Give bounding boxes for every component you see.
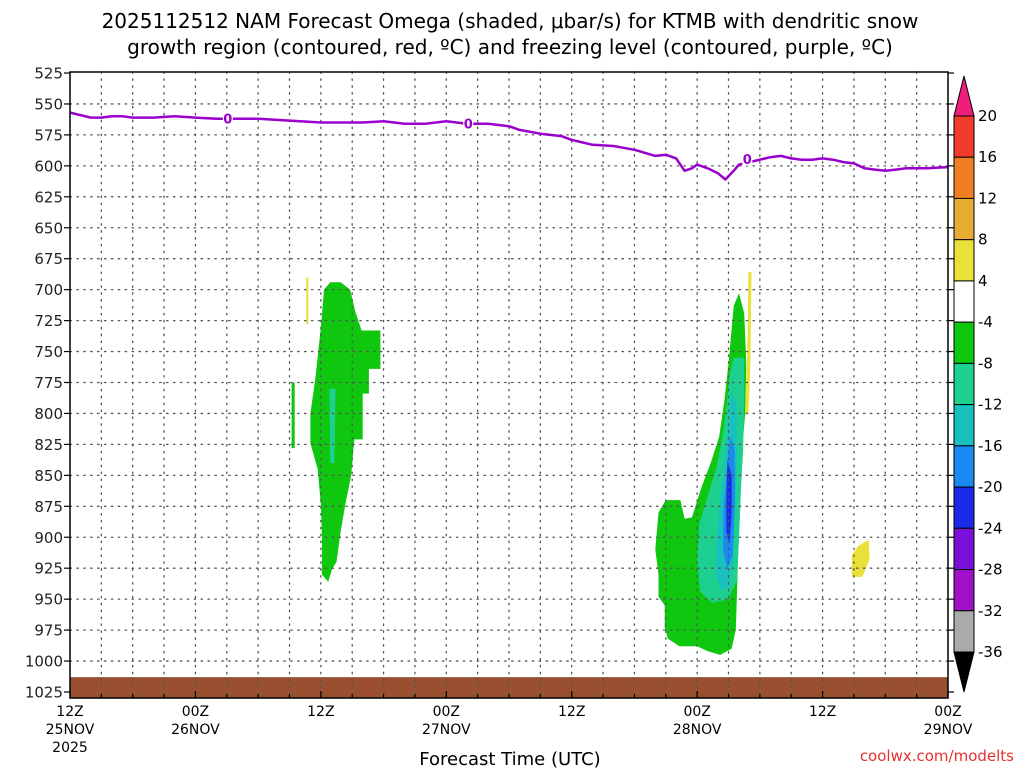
y-tick-label-575: 575	[34, 126, 63, 144]
omega-region-yellow-9	[745, 272, 752, 414]
colorbar-bin-9	[953, 445, 975, 488]
y-tick-label-675: 675	[34, 250, 63, 268]
colorbar-bin-2	[953, 156, 975, 199]
colorbar-label-0: 20	[978, 107, 997, 125]
y-tick-label-1025: 1025	[25, 684, 63, 702]
grid-lines	[69, 71, 949, 699]
colorbar-bin-10	[953, 486, 975, 529]
y-tick-label-925: 925	[34, 560, 63, 578]
y-tick-label-525: 525	[34, 65, 63, 83]
credit-text: coolwx.com/modelts	[860, 747, 1014, 765]
colorbar-bin-8	[953, 404, 975, 447]
freezing-label-0: 0	[223, 112, 232, 127]
omega-colorbar: 20 16 12 8 4 -4 -8 -12 -16 -20 -24 -28 -32 -36	[953, 75, 1003, 693]
freezing-level-line	[69, 111, 949, 181]
y-axis-ticks: 525 550 575 600 625 650 675 700 725 750 775 800 825 8…	[25, 65, 954, 702]
colorbar-label-2: 12	[978, 189, 997, 207]
colorbar-bin-5	[953, 280, 975, 323]
x-tick-date-7: 29NOV	[924, 722, 973, 738]
colorbar-bin-6	[953, 321, 975, 364]
colorbar-label-3: 8	[978, 231, 988, 249]
x-tick-time-1: 00Z	[182, 704, 209, 720]
x-tick-time-5: 00Z	[683, 704, 710, 720]
y-tick-label-1000: 1000	[25, 653, 63, 671]
freezing-label-bg-2	[742, 151, 753, 166]
freezing-level-contour: 0 0 0	[69, 110, 949, 181]
x-axis-label: Forecast Time (UTC)	[419, 749, 600, 768]
colorbar-label-5: -4	[978, 313, 993, 331]
x-tick-time-3: 00Z	[433, 704, 460, 720]
colorbar-label-4: 4	[978, 272, 988, 290]
x-tick-year-0: 2025	[52, 740, 88, 756]
omega-region-yellow-8	[306, 277, 309, 325]
colorbar-label-6: -8	[978, 354, 993, 372]
colorbar-label-8: -16	[978, 437, 1003, 455]
x-tick-date-1: 26NOV	[171, 722, 220, 738]
y-tick-label-975: 975	[34, 622, 63, 640]
x-tick-date-5: 28NOV	[673, 722, 722, 738]
x-tick-time-7: 00Z	[934, 704, 961, 720]
colorbar-label-13: -36	[978, 643, 1003, 661]
colorbar-bin-1	[953, 115, 975, 158]
x-tick-time-6: 12Z	[809, 704, 836, 720]
y-tick-label-950: 950	[34, 591, 63, 609]
y-tick-label-625: 625	[34, 188, 63, 206]
colorbar-label-1: 16	[978, 148, 997, 166]
y-tick-label-725: 725	[34, 312, 63, 330]
y-tick-label-850: 850	[34, 467, 63, 485]
y-tick-label-875: 875	[34, 498, 63, 516]
omega-shaded-regions	[291, 272, 870, 655]
omega-region-cyan-2	[329, 388, 336, 463]
chart-title-line-1: 2025112512 NAM Forecast Omega (shaded, μ…	[102, 9, 919, 33]
y-tick-label-550: 550	[34, 95, 63, 113]
x-axis-ticks: 12Z 25NOV 2025 00Z 26NOV 12Z 00Z 27NOV 12Z 00Z 28N…	[46, 691, 973, 756]
y-tick-label-800: 800	[34, 405, 63, 423]
y-tick-label-775: 775	[34, 374, 63, 392]
freezing-label-bg-0	[222, 110, 233, 125]
y-tick-label-600: 600	[34, 157, 63, 175]
omega-region-green-1	[291, 382, 295, 449]
freezing-label-bg-1	[463, 115, 474, 130]
omega-region-darkblue-7	[726, 460, 732, 544]
colorbar-label-10: -24	[978, 519, 1003, 537]
x-tick-date-3: 27NOV	[422, 722, 471, 738]
freezing-label-1: 0	[464, 117, 473, 132]
x-tick-date-0: 25NOV	[46, 722, 95, 738]
chart-title-line-2: growth region (contoured, red, ºC) and f…	[127, 35, 893, 59]
colorbar-bin-11	[953, 527, 975, 571]
freezing-label-2: 0	[743, 153, 752, 168]
colorbar-label-7: -12	[978, 396, 1003, 414]
colorbar-bin-13	[953, 610, 975, 653]
y-tick-label-900: 900	[34, 529, 63, 547]
colorbar-bin-3	[953, 197, 975, 241]
y-tick-label-825: 825	[34, 436, 63, 454]
colorbar-bin-7	[953, 362, 975, 406]
omega-region-green-0	[310, 282, 381, 582]
x-tick-time-0: 12Z	[56, 704, 83, 720]
x-tick-time-4: 12Z	[558, 704, 585, 720]
colorbar-label-12: -32	[978, 602, 1003, 620]
y-tick-label-700: 700	[34, 281, 63, 299]
colorbar-bin-12	[953, 569, 975, 612]
colorbar-label-9: -20	[978, 478, 1003, 496]
colorbar-bin-4	[953, 239, 975, 282]
colorbar-bottom-triangle	[953, 651, 975, 693]
colorbar-label-11: -28	[978, 561, 1003, 579]
x-tick-time-2: 12Z	[307, 704, 334, 720]
y-tick-label-650: 650	[34, 219, 63, 237]
y-tick-label-750: 750	[34, 343, 63, 361]
